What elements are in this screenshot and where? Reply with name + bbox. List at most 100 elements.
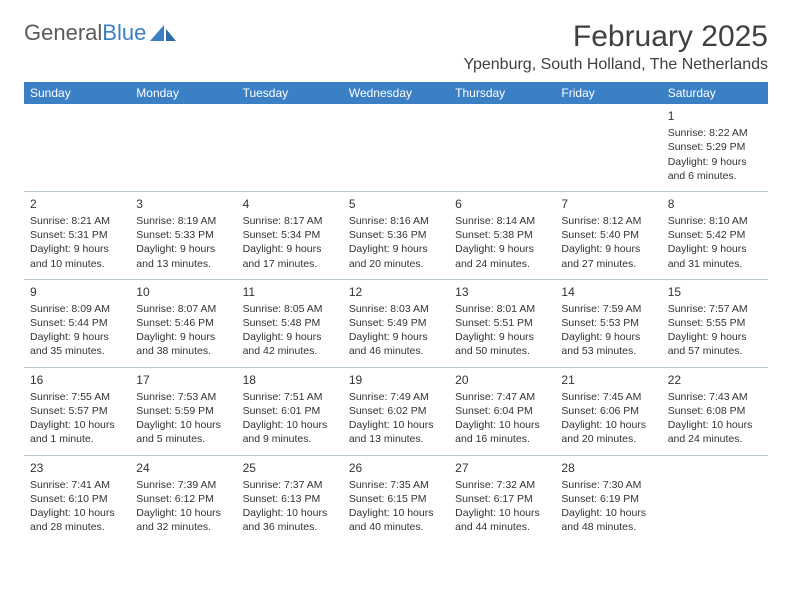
day-number: 3: [136, 196, 230, 212]
day-number: 24: [136, 460, 230, 476]
weekday-header: Tuesday: [237, 82, 343, 104]
calendar-cell: 20Sunrise: 7:47 AMSunset: 6:04 PMDayligh…: [449, 367, 555, 455]
day-number: 25: [243, 460, 337, 476]
calendar-cell: 16 Sunrise: 7:55 AMSunset: 5:57 PMDayligh…: [24, 367, 130, 455]
calendar-cell: [237, 104, 343, 191]
calendar-cell: 26Sunrise: 7:35 AMSunset: 6:15 PMDayligh…: [343, 455, 449, 543]
daylight-line: Daylight: 10 hours and 5 minutes.: [136, 418, 230, 446]
day-number: 28: [561, 460, 655, 476]
day-number: 5: [349, 196, 443, 212]
sunset-line: Sunset: 5:33 PM: [136, 228, 230, 242]
calendar-cell: [555, 104, 661, 191]
sunrise-line: Sunrise: 8:22 AM: [668, 126, 762, 140]
sunset-line: Sunset: 6:17 PM: [455, 492, 549, 506]
calendar-cell: 22Sunrise: 7:43 AMSunset: 6:08 PMDayligh…: [662, 367, 768, 455]
sunset-line: Sunset: 5:44 PM: [30, 316, 124, 330]
sunset-line: Sunset: 5:38 PM: [455, 228, 549, 242]
calendar-cell: 1Sunrise: 8:22 AMSunset: 5:29 PMDaylight…: [662, 104, 768, 191]
daylight-line: Daylight: 10 hours and 28 minutes.: [30, 506, 124, 534]
weekday-header: Wednesday: [343, 82, 449, 104]
calendar-cell: 15Sunrise: 7:57 AMSunset: 5:55 PMDayligh…: [662, 279, 768, 367]
daylight-line: Daylight: 10 hours and 44 minutes.: [455, 506, 549, 534]
sunrise-line: Sunrise: 8:01 AM: [455, 302, 549, 316]
sunset-line: Sunset: 5:53 PM: [561, 316, 655, 330]
calendar-cell: 28Sunrise: 7:30 AMSunset: 6:19 PMDayligh…: [555, 455, 661, 543]
calendar-cell: 14Sunrise: 7:59 AMSunset: 5:53 PMDayligh…: [555, 279, 661, 367]
weekday-header: Monday: [130, 82, 236, 104]
sunset-line: Sunset: 5:49 PM: [349, 316, 443, 330]
day-number: 27: [455, 460, 549, 476]
weekday-header: Saturday: [662, 82, 768, 104]
sunset-line: Sunset: 5:51 PM: [455, 316, 549, 330]
sunset-line: Sunset: 6:10 PM: [30, 492, 124, 506]
month-title: February 2025: [464, 20, 769, 54]
day-number: 23: [30, 460, 124, 476]
sunset-line: Sunset: 6:08 PM: [668, 404, 762, 418]
calendar-cell: 10Sunrise: 8:07 AMSunset: 5:46 PMDayligh…: [130, 279, 236, 367]
daylight-line: Daylight: 9 hours and 10 minutes.: [30, 242, 124, 270]
daylight-line: Daylight: 10 hours and 1 minute.: [30, 418, 124, 446]
sunset-line: Sunset: 5:42 PM: [668, 228, 762, 242]
daylight-line: Daylight: 10 hours and 24 minutes.: [668, 418, 762, 446]
day-number: 13: [455, 284, 549, 300]
sunrise-line: Sunrise: 7:57 AM: [668, 302, 762, 316]
daylight-line: Daylight: 10 hours and 40 minutes.: [349, 506, 443, 534]
calendar-cell: 11Sunrise: 8:05 AMSunset: 5:48 PMDayligh…: [237, 279, 343, 367]
sunset-line: Sunset: 5:57 PM: [30, 404, 124, 418]
calendar-cell: 24Sunrise: 7:39 AMSunset: 6:12 PMDayligh…: [130, 455, 236, 543]
daylight-line: Daylight: 9 hours and 27 minutes.: [561, 242, 655, 270]
daylight-line: Daylight: 10 hours and 16 minutes.: [455, 418, 549, 446]
sunset-line: Sunset: 6:13 PM: [243, 492, 337, 506]
logo: GeneralBlue: [24, 20, 176, 46]
sunrise-line: Sunrise: 7:35 AM: [349, 478, 443, 492]
calendar-cell: 9Sunrise: 8:09 AMSunset: 5:44 PMDaylight…: [24, 279, 130, 367]
sunrise-line: Sunrise: 8:03 AM: [349, 302, 443, 316]
sunset-line: Sunset: 6:01 PM: [243, 404, 337, 418]
logo-word-1: General: [24, 20, 102, 46]
calendar-cell: 25Sunrise: 7:37 AMSunset: 6:13 PMDayligh…: [237, 455, 343, 543]
day-number: 6: [455, 196, 549, 212]
sunset-line: Sunset: 6:02 PM: [349, 404, 443, 418]
sunrise-line: Sunrise: 8:19 AM: [136, 214, 230, 228]
day-number: 16: [30, 372, 124, 388]
day-number: 17: [136, 372, 230, 388]
calendar-cell: 5Sunrise: 8:16 AMSunset: 5:36 PMDaylight…: [343, 191, 449, 279]
sunrise-line: Sunrise: 7:59 AM: [561, 302, 655, 316]
logo-word-2: Blue: [102, 20, 146, 46]
sunrise-line: Sunrise: 7:49 AM: [349, 390, 443, 404]
sunrise-line: Sunrise: 7:41 AM: [30, 478, 124, 492]
sunrise-line: Sunrise: 8:21 AM: [30, 214, 124, 228]
sunrise-line: Sunrise: 7:43 AM: [668, 390, 762, 404]
sunrise-line: Sunrise: 8:14 AM: [455, 214, 549, 228]
daylight-line: Daylight: 9 hours and 17 minutes.: [243, 242, 337, 270]
day-number: 20: [455, 372, 549, 388]
day-number: 8: [668, 196, 762, 212]
sunrise-line: Sunrise: 8:07 AM: [136, 302, 230, 316]
title-block: February 2025 Ypenburg, South Holland, T…: [464, 20, 769, 74]
day-number: 12: [349, 284, 443, 300]
day-number: 4: [243, 196, 337, 212]
daylight-line: Daylight: 10 hours and 9 minutes.: [243, 418, 337, 446]
daylight-line: Daylight: 9 hours and 42 minutes.: [243, 330, 337, 358]
daylight-line: Daylight: 9 hours and 35 minutes.: [30, 330, 124, 358]
calendar-cell: 4Sunrise: 8:17 AMSunset: 5:34 PMDaylight…: [237, 191, 343, 279]
calendar-cell: 18Sunrise: 7:51 AMSunset: 6:01 PMDayligh…: [237, 367, 343, 455]
calendar-cell: [343, 104, 449, 191]
calendar-cell: 2Sunrise: 8:21 AMSunset: 5:31 PMDaylight…: [24, 191, 130, 279]
sunset-line: Sunset: 5:59 PM: [136, 404, 230, 418]
daylight-line: Daylight: 9 hours and 53 minutes.: [561, 330, 655, 358]
calendar-cell: 23 Sunrise: 7:41 AMSunset: 6:10 PMDayligh…: [24, 455, 130, 543]
calendar-cell: [449, 104, 555, 191]
sunrise-line: Sunrise: 7:55 AM: [30, 390, 124, 404]
daylight-line: Daylight: 10 hours and 48 minutes.: [561, 506, 655, 534]
daylight-line: Daylight: 10 hours and 36 minutes.: [243, 506, 337, 534]
sunset-line: Sunset: 5:29 PM: [668, 140, 762, 154]
location: Ypenburg, South Holland, The Netherlands: [464, 56, 769, 74]
weekday-header: Sunday: [24, 82, 130, 104]
sunset-line: Sunset: 5:46 PM: [136, 316, 230, 330]
day-number: 19: [349, 372, 443, 388]
day-number: 9: [30, 284, 124, 300]
calendar-grid: 1Sunrise: 8:22 AMSunset: 5:29 PMDaylight…: [24, 104, 768, 542]
daylight-line: Daylight: 9 hours and 20 minutes.: [349, 242, 443, 270]
daylight-line: Daylight: 10 hours and 20 minutes.: [561, 418, 655, 446]
